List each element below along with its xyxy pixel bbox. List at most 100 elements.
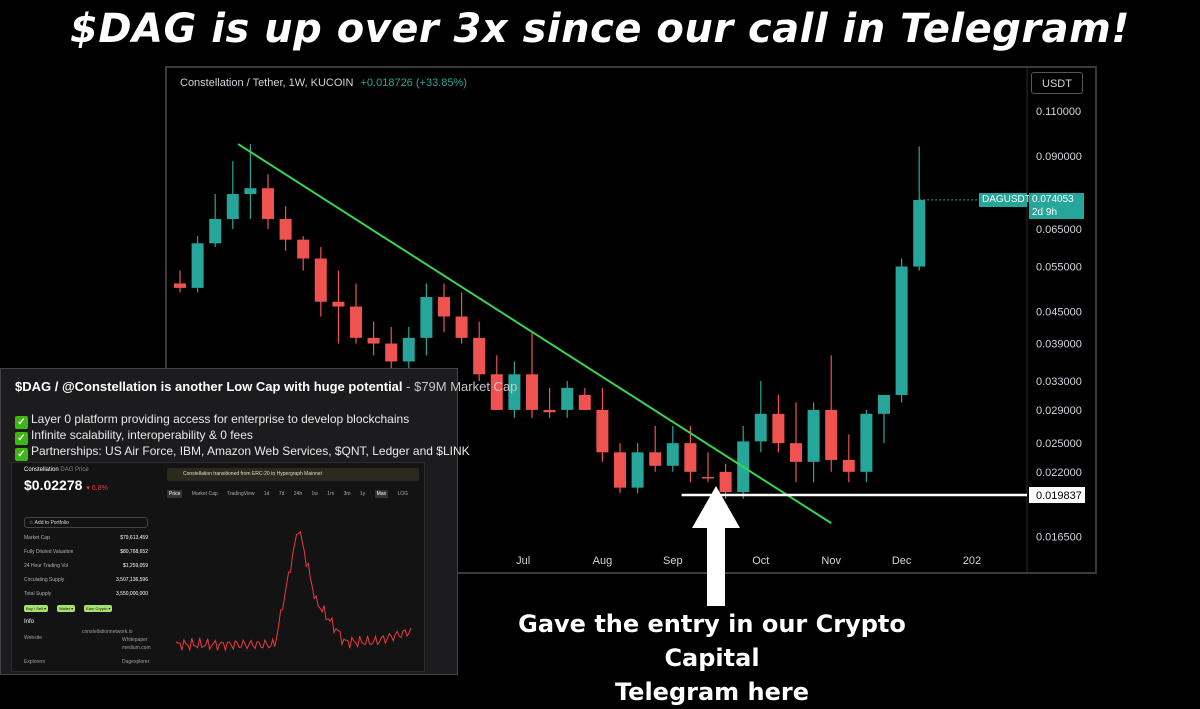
- check-icon: ✓: [15, 416, 28, 429]
- mini-chart-tabs: Price Market Cap TradingView 1d 7d 24h 1…: [167, 490, 416, 498]
- price-tick-label: 0.055000: [1036, 262, 1082, 274]
- price-tick-label: 0.033000: [1036, 376, 1082, 388]
- candle-body-down: [790, 443, 802, 462]
- bullet-list: ✓ Layer 0 platform providing access for e…: [15, 411, 470, 461]
- tab-24h[interactable]: 24h: [293, 491, 303, 497]
- coin-pct-change: ▾ 6.8%: [86, 485, 108, 492]
- candle-body-up: [807, 409, 820, 462]
- candle-body-up: [631, 452, 644, 488]
- price-tick-label: 0.110000: [1036, 106, 1081, 118]
- symbol-title: Constellation / Tether, 1W, KUCOIN: [180, 77, 354, 89]
- candle-body-up: [244, 188, 257, 195]
- price-tick-label: 0.045000: [1036, 306, 1082, 318]
- tab-max[interactable]: Max: [374, 490, 389, 498]
- candle-body-down: [473, 337, 486, 375]
- explorers-label: Explorers: [24, 659, 46, 665]
- stat-row: Fully Diluted Valuation $80,768,652: [24, 549, 148, 555]
- tab-tradingview[interactable]: TradingView: [226, 491, 255, 497]
- candle-body-down: [314, 258, 327, 302]
- currency-button[interactable]: USDT: [1031, 72, 1083, 94]
- medium-link[interactable]: medium.com: [122, 645, 151, 651]
- candle-body-up: [754, 413, 767, 442]
- price-tick-label: 0.090000: [1036, 151, 1082, 163]
- coin-price: $0.02278 ▾ 6.8%: [24, 477, 108, 493]
- candle-body-down: [385, 343, 398, 362]
- candle-body-down: [596, 409, 609, 453]
- price-tick-label: 0.022000: [1036, 467, 1082, 479]
- price-tick-label: 0.025000: [1036, 438, 1082, 450]
- symbol-tag-label: DAGUSDT: [982, 193, 1031, 205]
- add-to-portfolio-button[interactable]: ☆ Add to Portfolio: [24, 517, 148, 528]
- candlestick-chart-svg: 0.110000 0.090000 0.065000 0.055000 0.045000…: [174, 68, 1085, 572]
- buy-sell-button[interactable]: Buy / Sell ▾: [24, 605, 49, 612]
- price-tick-label: 0.029000: [1036, 405, 1082, 417]
- tab-3m[interactable]: 3m: [343, 491, 351, 497]
- tab-1w[interactable]: 1w: [311, 491, 318, 497]
- candle-body-up: [420, 297, 433, 338]
- price-tick-label: 0.065000: [1036, 224, 1082, 236]
- caption-line-2: Telegram here: [614, 678, 809, 706]
- tab-log[interactable]: LOG: [397, 491, 409, 497]
- candle-body-up: [895, 266, 908, 395]
- price-tick-label: 0.016500: [1036, 531, 1082, 543]
- time-tick-label: Dec: [892, 555, 912, 567]
- candle-body-down: [262, 188, 274, 219]
- tab-1m[interactable]: 1m: [327, 491, 335, 497]
- card-heading-main: $DAG / @Constellation is another Low Cap…: [15, 379, 403, 394]
- check-icon: ✓: [15, 432, 28, 445]
- caption: Gave the entry in our Crypto Capital Tel…: [472, 607, 952, 709]
- price-tick-label: 0.039000: [1036, 339, 1082, 351]
- up-arrow-icon: [692, 486, 740, 606]
- stat-row: Market Cap $79,613,459: [24, 535, 148, 541]
- candle-body-down: [702, 476, 714, 479]
- mini-price-chart: [175, 530, 412, 653]
- tab-1y[interactable]: 1y: [359, 491, 366, 497]
- symbol-tag: DAGUSDT: [979, 192, 1031, 207]
- candle-body-up: [226, 194, 239, 219]
- earn-crypto-button[interactable]: Earn Crypto ▾: [84, 605, 113, 612]
- time-tick-label: Aug: [593, 555, 613, 567]
- candle-body-down: [719, 471, 732, 493]
- last-price-tag: 0.074053 2d 9h: [1029, 192, 1084, 219]
- time-tick-label: Oct: [752, 555, 769, 567]
- website-label: Website: [24, 635, 42, 641]
- info-heading: Info: [24, 619, 35, 625]
- mini-price-line: [175, 530, 412, 653]
- candle-body-down: [526, 374, 538, 410]
- wallet-button[interactable]: Wallet ▾: [57, 605, 76, 612]
- candle-countdown: 2d 9h: [1032, 206, 1058, 218]
- caption-line-1: Gave the entry in our Crypto Capital: [518, 610, 906, 672]
- chart-title: Constellation / Tether, 1W, KUCOIN +0.01…: [180, 77, 467, 89]
- candle-body-up: [860, 413, 873, 472]
- price-change: +0.018726 (+33.85%): [360, 77, 467, 89]
- check-icon: ✓: [15, 448, 28, 461]
- time-tick-label: Jul: [516, 555, 530, 567]
- tab-market-cap[interactable]: Market Cap: [191, 491, 218, 497]
- tab-price[interactable]: Price: [167, 490, 183, 498]
- coingecko-screenshot: Constellation DAG Price $0.02278 ▾ 6.8% ☆…: [11, 462, 425, 672]
- candle-body-up: [913, 200, 926, 267]
- bullet-item: ✓ Layer 0 platform providing access for e…: [15, 411, 470, 429]
- transition-banner: Constellation transitioned from ERC-20 t…: [167, 468, 419, 481]
- stat-row: 24 Hour Trading Vol $1,259,059: [24, 563, 148, 569]
- time-tick-label: Nov: [821, 555, 841, 567]
- candle-body-up: [402, 337, 415, 362]
- explorer-link[interactable]: Dagexplorer: [122, 659, 150, 665]
- time-tick-label: Sep: [663, 555, 683, 567]
- tab-1d[interactable]: 1d: [263, 491, 270, 497]
- coin-info-card: $DAG / @Constellation is another Low Cap…: [0, 368, 517, 675]
- time-tick-label: 202: [963, 555, 981, 567]
- card-heading: $DAG / @Constellation is another Low Cap…: [15, 379, 517, 394]
- candle-body-up: [878, 394, 890, 414]
- whitepaper-link[interactable]: Whitepaper: [122, 637, 148, 643]
- coin-name: Constellation DAG Price: [24, 467, 89, 473]
- candle-body-down: [772, 413, 785, 444]
- candle-body-up: [209, 218, 222, 244]
- candle-body-down: [455, 316, 468, 338]
- tab-7d[interactable]: 7d: [278, 491, 285, 497]
- website-link[interactable]: constellationnetwork.io: [82, 629, 133, 635]
- downtrend-line: [237, 143, 832, 524]
- candle-body-down: [297, 239, 310, 259]
- candle-body-down: [543, 409, 556, 413]
- headline: $DAG is up over 3x since our call in Tel…: [69, 6, 1131, 52]
